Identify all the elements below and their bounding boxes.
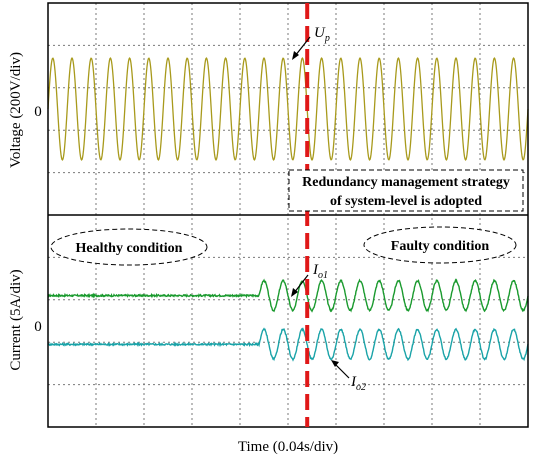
up-pointer-line xyxy=(294,36,311,57)
healthy-label: Healthy condition xyxy=(76,241,183,256)
voltage-up-trace xyxy=(47,57,529,161)
faulty-ellipse xyxy=(363,226,517,264)
current-io2-trace xyxy=(47,327,529,362)
io1-pointer-line xyxy=(293,274,309,294)
io2-pointer-line xyxy=(333,362,350,379)
strategy-text-line1: Redundancy management strategy xyxy=(302,175,510,190)
current-zero-label: 0 xyxy=(34,319,42,335)
faulty-label: Faulty condition xyxy=(391,239,490,254)
up-pointer-arrowhead xyxy=(292,51,299,60)
healthy-ellipse xyxy=(50,228,208,266)
io1-series-label: Io1 xyxy=(312,262,328,281)
strategy-text-line2: of system-level is adopted xyxy=(330,194,482,209)
up-series-label: Up xyxy=(314,25,330,44)
io1-pointer-arrowhead xyxy=(291,288,298,297)
current-axis-label: Current (5A/div) xyxy=(8,269,24,370)
current-io1-trace xyxy=(47,278,529,313)
io2-pointer-arrowhead xyxy=(331,360,339,367)
voltage-axis-label: Voltage (200V/div) xyxy=(8,52,24,168)
strategy-box xyxy=(288,169,524,212)
io2-series-label: Io2 xyxy=(350,374,366,393)
voltage-zero-label: 0 xyxy=(34,104,42,120)
waveforms xyxy=(47,57,529,362)
time-axis-label: Time (0.04s/div) xyxy=(238,439,338,455)
